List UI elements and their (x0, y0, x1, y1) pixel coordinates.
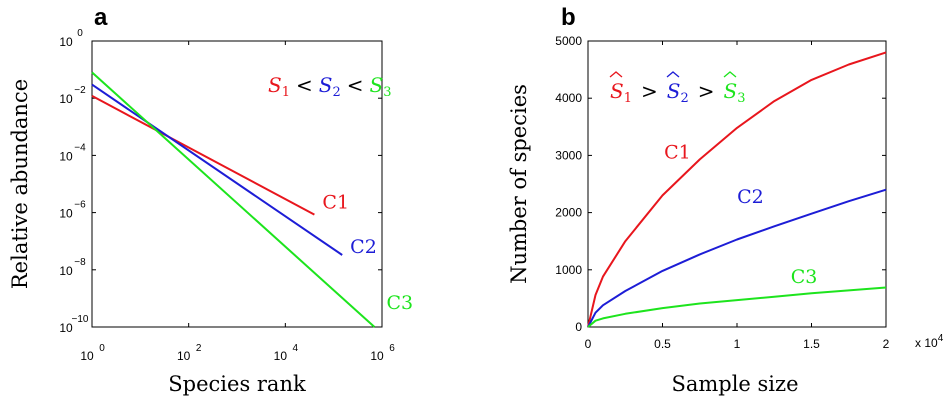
a-y-tick-label: 10 (59, 264, 73, 278)
panel-b-sub2: 2 (680, 91, 688, 106)
panel-b-s2: S (667, 79, 681, 103)
b-y-tick-label: 1000 (555, 263, 582, 277)
a-x-tick-exp: 6 (389, 343, 395, 354)
panel-b-y-ticks: 0 1000 2000 3000 4000 5000 (555, 34, 886, 334)
a-series-line-c1 (91, 95, 315, 216)
a-series-line-c2 (91, 83, 343, 256)
a-x-tick-label: 10 (370, 349, 384, 363)
b-series-line-c1 (587, 51, 887, 328)
hat-1 (609, 71, 623, 78)
panel-a-sub3: 3 (383, 85, 391, 100)
panel-b-series: C1 C2 C3 (587, 51, 887, 328)
a-y-tick-exp: −6 (74, 200, 86, 211)
panel-b-x-ticks: 0 0.5 1 1.5 2 (585, 41, 890, 351)
b-series-label-c1: C1 (664, 141, 691, 163)
a-y-tick-exp: −2 (74, 85, 86, 96)
a-y-tick-exp: −8 (74, 257, 86, 268)
panel-a-label: a (94, 4, 108, 31)
panel-b-s1: S (610, 79, 624, 103)
panel-b-x-multiplier-base: x 10 (915, 336, 938, 350)
panel-b-x-multiplier-exp: 4 (938, 333, 944, 344)
panel-b-s3: S (724, 79, 738, 103)
panel-b-annotation: S1 > S2 > S3 (610, 79, 745, 106)
panel-a-s1: S (268, 73, 282, 97)
panel-a-axes-box (91, 40, 383, 328)
a-y-tick-label: 10 (59, 207, 73, 221)
a-y-tick-exp: 0 (77, 28, 83, 39)
panel-a-x-ticks: 10 0 10 2 10 4 10 6 (80, 41, 395, 363)
panel-b: b 0 0.5 1 1.5 2 0 1000 2000 3000 4000 5000 C1 C2 C3… (507, 4, 944, 396)
a-y-tick-label: 10 (59, 321, 73, 335)
panel-b-sub3: 3 (737, 91, 745, 106)
b-series-line-c2 (587, 188, 887, 328)
panel-b-x-multiplier: x 104 (915, 333, 944, 350)
panel-a-annotation: S1 < S2 < S3 (268, 73, 391, 100)
a-series-label-c3: C3 (387, 292, 414, 314)
panel-a-sub1: 1 (282, 85, 290, 100)
a-y-tick-label: 10 (59, 149, 73, 163)
a-x-tick-label: 10 (80, 349, 94, 363)
b-x-tick-label: 0 (585, 337, 592, 351)
b-y-tick-label: 2000 (555, 206, 582, 220)
panel-b-hat-marks (609, 71, 737, 78)
a-x-tick-label: 10 (274, 349, 288, 363)
b-y-tick-label: 4000 (555, 91, 582, 105)
panel-b-label: b (561, 4, 576, 31)
a-series-label-c1: C1 (322, 192, 349, 214)
panel-a-sub2: 2 (332, 85, 340, 100)
panel-a-op1: < (296, 73, 313, 97)
a-y-tick-exp: −10 (72, 314, 89, 325)
hat-2 (666, 71, 680, 78)
panel-b-sub1: 1 (624, 91, 632, 106)
panel-b-y-label: Number of species (507, 84, 531, 284)
panel-a-x-label: Species rank (168, 372, 306, 396)
panel-b-x-label: Sample size (671, 372, 798, 396)
a-y-tick-label: 10 (59, 92, 73, 106)
panel-a-op2: < (347, 73, 364, 97)
a-series-label-c2: C2 (350, 236, 377, 258)
a-x-tick-exp: 2 (196, 343, 202, 354)
b-series-line-c3 (587, 286, 887, 328)
a-x-tick-exp: 0 (99, 343, 105, 354)
panel-a-s3: S (370, 73, 384, 97)
b-series-label-c2: C2 (737, 186, 764, 208)
a-y-tick-label: 10 (59, 35, 73, 49)
hat-3 (723, 71, 737, 78)
panel-a-y-label: Relative abundance (8, 79, 32, 289)
b-series-label-c3: C3 (791, 266, 818, 288)
b-x-tick-label: 1 (734, 337, 741, 351)
b-y-tick-label: 5000 (555, 34, 582, 48)
panel-a-s2: S (319, 73, 333, 97)
b-x-tick-label: 1.5 (803, 337, 820, 351)
a-x-tick-exp: 4 (293, 343, 299, 354)
panel-b-op2: > (698, 79, 715, 103)
a-y-tick-exp: −4 (74, 142, 86, 153)
b-x-tick-label: 0.5 (654, 337, 671, 351)
b-y-tick-label: 0 (575, 320, 582, 334)
panel-b-op1: > (641, 79, 658, 103)
b-x-tick-label: 2 (883, 337, 890, 351)
a-x-tick-label: 10 (177, 349, 191, 363)
a-series-line-c3 (91, 71, 376, 328)
b-y-tick-label: 3000 (555, 148, 582, 162)
